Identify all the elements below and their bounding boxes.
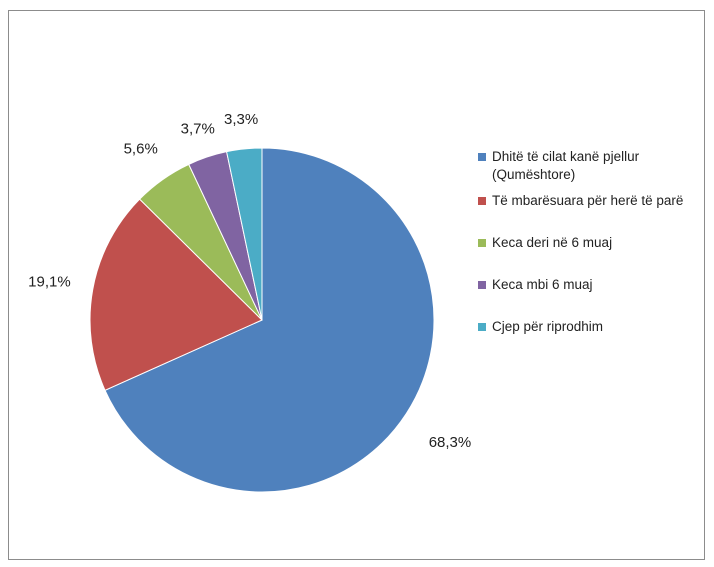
data-label-mbaresuara: 19,1%	[28, 274, 71, 291]
legend-label-keca-deri: Keca deri në 6 muaj	[492, 235, 613, 250]
legend-label-cjep: Cjep për riprodhim	[492, 319, 604, 334]
data-label-keca-deri: 5,6%	[124, 141, 158, 158]
legend-label-keca-mbi: Keca mbi 6 muaj	[492, 277, 593, 292]
legend-item-mbaresuara: Të mbarësuara për herë të parë	[476, 192, 708, 210]
data-label-dhite: 68,3%	[429, 434, 472, 451]
pie-slice-mbaresuara	[89, 198, 263, 391]
data-label-cjep: 3,3%	[224, 111, 258, 128]
legend-item-keca-deri: Keca deri në 6 muaj	[476, 234, 708, 252]
legend-swatch-mbaresuara	[478, 197, 486, 205]
legend-swatch-dhite	[478, 153, 486, 161]
legend-swatch-cjep	[478, 323, 486, 331]
legend-item-dhite: Dhitë të cilat kanë pjellur (Qumështore)	[476, 148, 708, 184]
legend-label-dhite-line2: (Qumështore)	[492, 167, 576, 182]
legend-swatch-keca-mbi	[478, 281, 486, 289]
legend: Dhitë të cilat kanë pjellur (Qumështore)…	[476, 148, 708, 336]
legend-label-mbaresuara: Të mbarësuara për herë të parë	[492, 193, 684, 208]
pie-slice-dhite	[104, 147, 435, 493]
legend-item-cjep: Cjep për riprodhim	[476, 318, 708, 336]
legend-item-keca-mbi: Keca mbi 6 muaj	[476, 276, 708, 294]
legend-swatch-keca-deri	[478, 239, 486, 247]
data-label-keca-mbi: 3,7%	[181, 120, 215, 137]
legend-label-dhite: Dhitë të cilat kanë pjellur	[492, 149, 640, 164]
pie-slice-cjep	[225, 147, 263, 321]
